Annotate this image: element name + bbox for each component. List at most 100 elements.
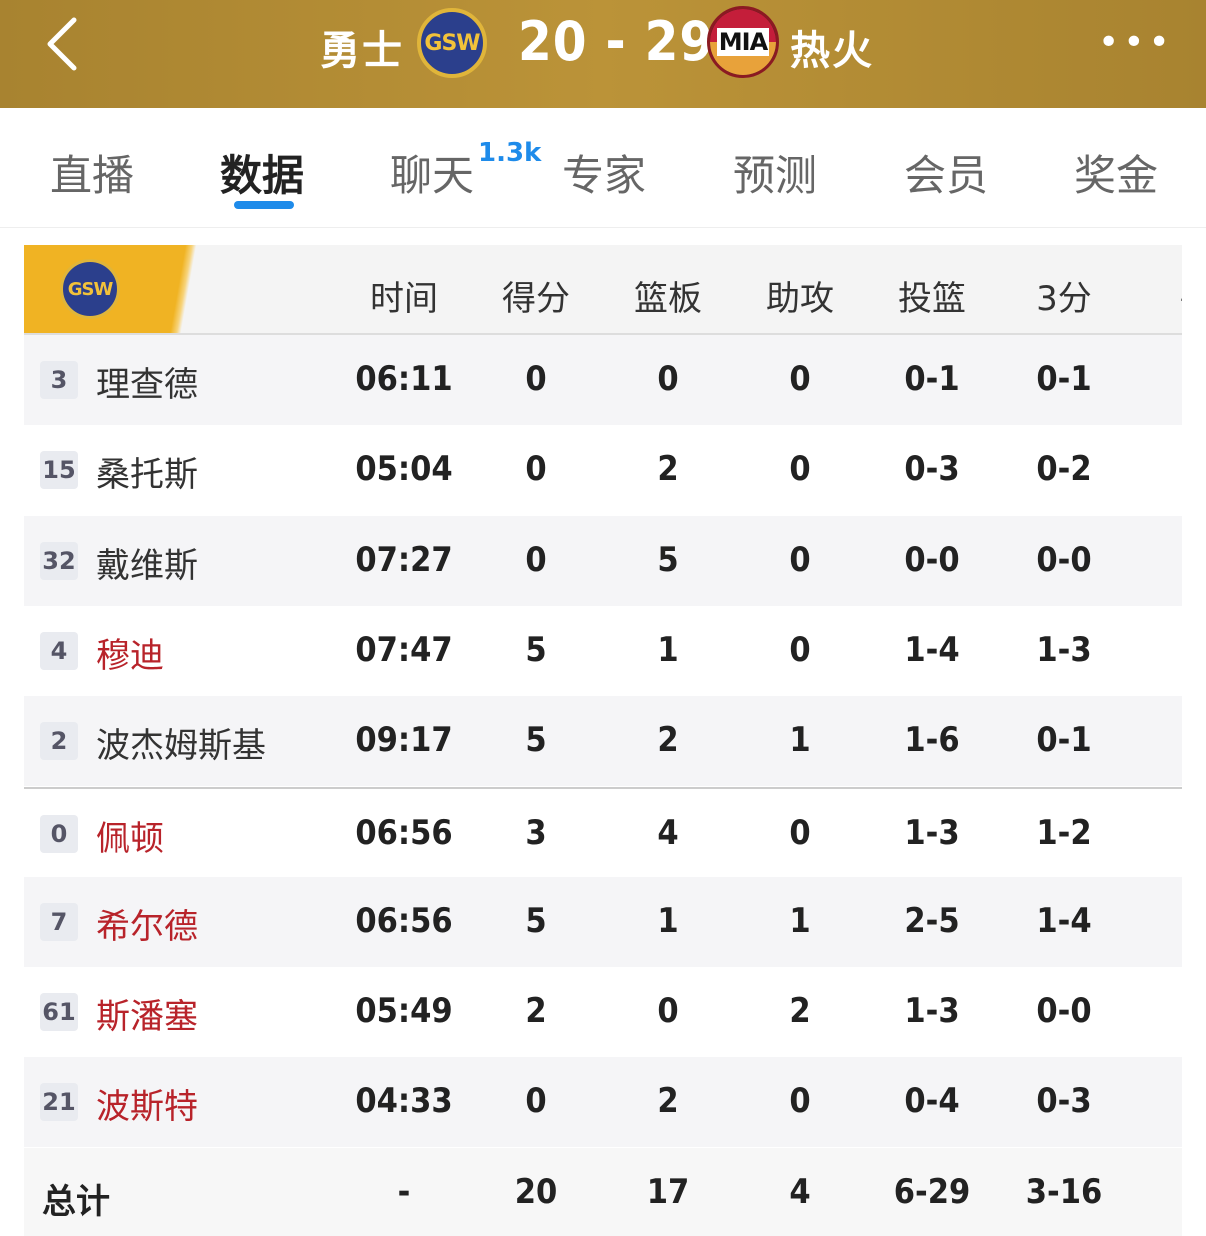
col-field-goals[interactable]: 投篮 bbox=[898, 279, 966, 319]
col-points[interactable]: 得分 bbox=[502, 279, 570, 319]
stat-free-throws: 0 bbox=[1136, 449, 1182, 489]
home-team-logo-text: GSW bbox=[424, 30, 480, 56]
jersey-number: 4 bbox=[40, 631, 78, 670]
col-minutes[interactable]: 时间 bbox=[370, 279, 438, 319]
player-name[interactable]: 斯潘塞 bbox=[96, 997, 198, 1038]
stat-assists: 0 bbox=[789, 449, 811, 490]
stat-free-throws: 0 bbox=[1136, 540, 1182, 580]
total-points: 20 bbox=[514, 1172, 558, 1212]
stat-minutes: 09:17 bbox=[355, 720, 453, 761]
stat-points: 5 bbox=[525, 629, 547, 670]
col-assists[interactable]: 助攻 bbox=[766, 279, 834, 319]
table-row[interactable]: 3 理查德 06:11 0 0 0 0-1 0-1 0 bbox=[24, 335, 1182, 425]
jersey-number: 15 bbox=[40, 451, 78, 490]
stat-field-goals: 1-4 bbox=[904, 629, 960, 670]
total-label: 总计 bbox=[42, 1182, 110, 1222]
game-score: 20 - 29 bbox=[518, 10, 715, 73]
player-name[interactable]: 穆迪 bbox=[96, 635, 164, 676]
stat-minutes: 06:56 bbox=[355, 812, 453, 853]
stat-three-pointers: 0-1 bbox=[1036, 720, 1092, 761]
total-assists: 4 bbox=[789, 1172, 811, 1212]
jersey-number: 2 bbox=[40, 722, 78, 761]
stat-minutes: 05:04 bbox=[355, 449, 453, 490]
stat-minutes: 06:56 bbox=[355, 900, 453, 941]
stat-free-throws: 0 bbox=[1136, 813, 1182, 853]
table-row[interactable]: 15 桑托斯 05:04 0 2 0 0-3 0-2 0 bbox=[24, 425, 1182, 516]
tab-stats[interactable]: 数据 bbox=[220, 151, 305, 200]
more-button[interactable]: ••• bbox=[1098, 22, 1174, 63]
stat-field-goals: 0-1 bbox=[904, 359, 960, 399]
tab-live[interactable]: 直播 bbox=[50, 151, 135, 200]
tab-membership[interactable]: 会员 bbox=[904, 151, 989, 200]
home-team-logo[interactable]: GSW bbox=[417, 8, 487, 78]
player-name[interactable]: 理查德 bbox=[96, 365, 198, 405]
stat-minutes: 06:11 bbox=[355, 359, 453, 399]
team-banner: GSW bbox=[24, 245, 224, 333]
tab-bar: 直播 数据 聊天 1.3k 专家 预测 会员 奖金 bbox=[0, 108, 1206, 228]
stat-free-throws: 0 bbox=[1136, 359, 1182, 399]
total-field-goals: 6-29 bbox=[893, 1172, 971, 1212]
table-row[interactable]: 4 穆迪 07:47 5 1 0 1-4 1-3 2 bbox=[24, 605, 1182, 696]
stat-minutes: 05:49 bbox=[355, 991, 453, 1032]
player-name[interactable]: 波杰姆斯基 bbox=[96, 726, 266, 767]
stat-rebounds: 2 bbox=[657, 449, 679, 490]
table-row[interactable]: 7 希尔德 06:56 5 1 1 2-5 1-4 0 bbox=[24, 876, 1182, 967]
total-row: 总计 - 20 17 4 6-29 3-16 5 bbox=[24, 1148, 1182, 1236]
player-name[interactable]: 佩顿 bbox=[96, 818, 164, 859]
tab-prediction[interactable]: 预测 bbox=[733, 151, 818, 200]
stat-points: 0 bbox=[525, 359, 547, 399]
team-logo: GSW bbox=[60, 259, 120, 319]
back-button[interactable] bbox=[40, 14, 90, 74]
table-row[interactable]: 21 波斯特 04:33 0 2 0 0-4 0-3 0 bbox=[24, 1057, 1182, 1148]
col-rebounds[interactable]: 篮板 bbox=[634, 279, 702, 319]
away-team-logo-text: MIA bbox=[716, 28, 770, 56]
table-row[interactable]: 0 佩顿 06:56 3 4 0 1-3 1-2 0 bbox=[24, 786, 1182, 877]
player-name[interactable]: 桑托斯 bbox=[96, 455, 198, 496]
stat-field-goals: 1-6 bbox=[904, 720, 960, 761]
stat-three-pointers: 0-3 bbox=[1036, 1081, 1092, 1122]
tab-experts[interactable]: 专家 bbox=[562, 151, 647, 200]
stat-free-throws: 0 bbox=[1136, 991, 1182, 1031]
stat-points: 0 bbox=[525, 449, 547, 490]
stat-three-pointers: 0-0 bbox=[1036, 991, 1092, 1032]
stat-points: 2 bbox=[525, 991, 547, 1032]
total-rebounds: 17 bbox=[646, 1172, 690, 1212]
stat-assists: 0 bbox=[789, 539, 811, 580]
col-three-pointers[interactable]: 3分 bbox=[1036, 279, 1092, 319]
player-name[interactable]: 波斯特 bbox=[96, 1087, 198, 1128]
away-team-name[interactable]: 热火 bbox=[790, 28, 874, 74]
player-stats-table[interactable]: GSW 时间 得分 篮板 助攻 投篮 3分 罚 3 理查德 06:11 0 0 0 0-1 0… bbox=[24, 245, 1182, 1236]
stat-minutes: 07:27 bbox=[355, 539, 453, 580]
scoreboard: 勇士 GSW 20 - 29 MIA 热火 bbox=[0, 0, 1206, 90]
chat-count-badge: 1.3k bbox=[478, 138, 542, 168]
tab-bonus[interactable]: 奖金 bbox=[1074, 151, 1159, 200]
stat-field-goals: 0-3 bbox=[904, 449, 960, 490]
stat-three-pointers: 0-1 bbox=[1036, 359, 1092, 399]
stat-free-throws: 2 bbox=[1136, 630, 1182, 670]
jersey-number: 3 bbox=[40, 361, 78, 399]
stat-field-goals: 0-4 bbox=[904, 1081, 960, 1122]
table-row[interactable]: 32 戴维斯 07:27 0 5 0 0-0 0-0 0 bbox=[24, 515, 1182, 606]
home-team-name[interactable]: 勇士 bbox=[320, 28, 404, 74]
jersey-number: 21 bbox=[40, 1083, 78, 1122]
more-dots-icon: ••• bbox=[1098, 22, 1174, 63]
stat-minutes: 07:47 bbox=[355, 629, 453, 670]
table-row[interactable]: 2 波杰姆斯基 09:17 5 2 1 1-6 0-1 3 bbox=[24, 696, 1182, 787]
away-team-logo[interactable]: MIA bbox=[707, 6, 779, 78]
stat-points: 0 bbox=[525, 539, 547, 580]
tab-chat[interactable]: 聊天 bbox=[390, 151, 475, 200]
player-name[interactable]: 戴维斯 bbox=[96, 545, 198, 586]
jersey-number: 0 bbox=[40, 814, 78, 853]
jersey-number: 32 bbox=[40, 541, 78, 580]
stat-assists: 0 bbox=[789, 629, 811, 670]
player-name[interactable]: 希尔德 bbox=[96, 906, 198, 947]
col-free-throws[interactable]: 罚 bbox=[1136, 271, 1182, 320]
stat-rebounds: 4 bbox=[657, 812, 679, 853]
stat-field-goals: 1-3 bbox=[904, 812, 960, 853]
stat-assists: 1 bbox=[789, 720, 811, 761]
stat-three-pointers: 0-0 bbox=[1036, 539, 1092, 580]
stat-points: 3 bbox=[525, 812, 547, 853]
stat-three-pointers: 1-3 bbox=[1036, 629, 1092, 670]
stat-field-goals: 2-5 bbox=[904, 900, 960, 941]
table-row[interactable]: 61 斯潘塞 05:49 2 0 2 1-3 0-0 0 bbox=[24, 967, 1182, 1058]
